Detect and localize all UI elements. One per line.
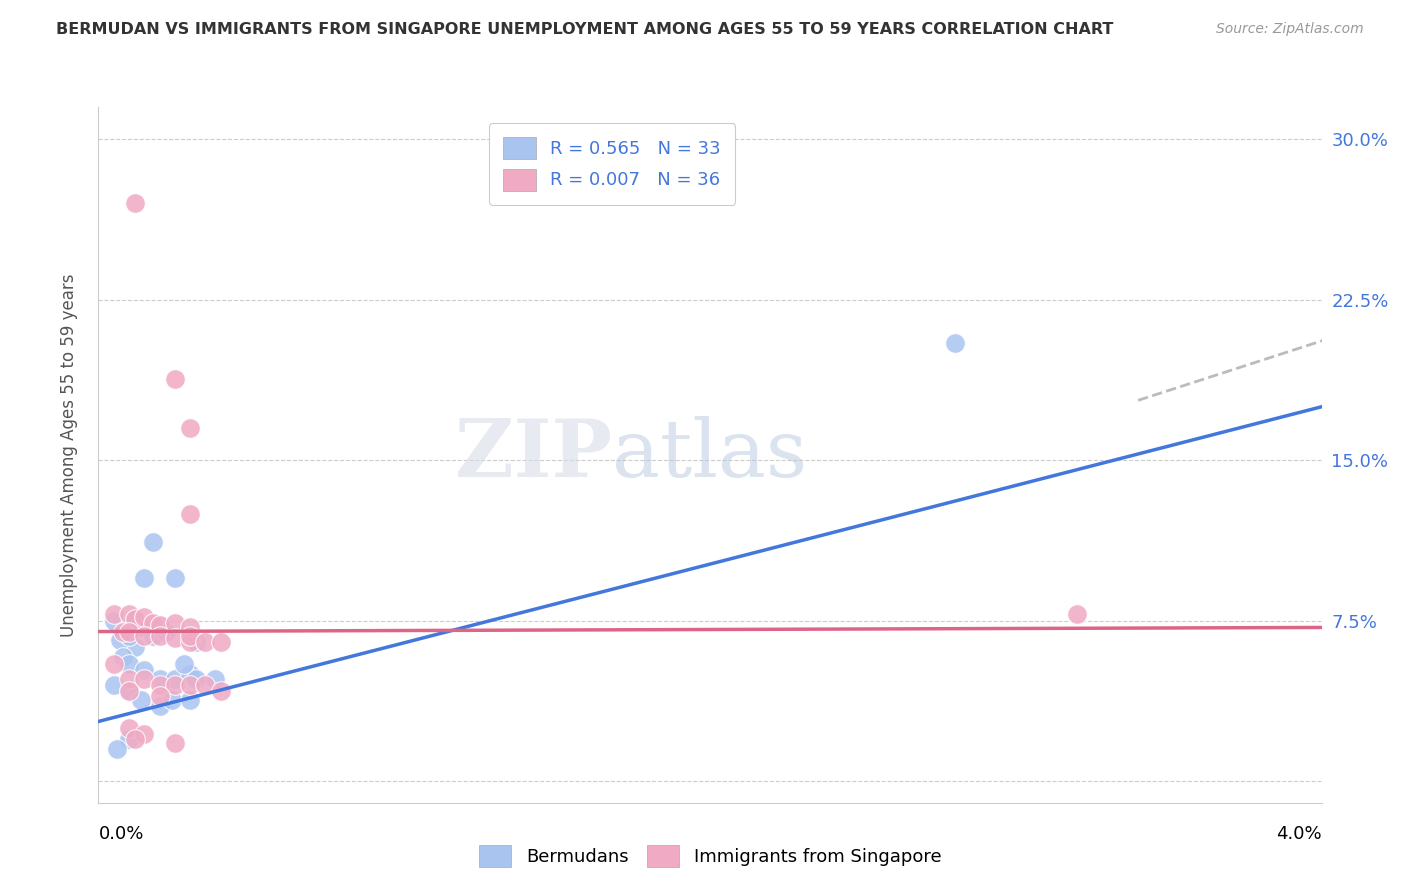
Text: BERMUDAN VS IMMIGRANTS FROM SINGAPORE UNEMPLOYMENT AMONG AGES 55 TO 59 YEARS COR: BERMUDAN VS IMMIGRANTS FROM SINGAPORE UN… (56, 22, 1114, 37)
Point (111, 624, 134, 639)
Point (163, 631, 186, 645)
Point (149, 678, 172, 692)
Point (142, 534, 165, 549)
Point (118, 624, 141, 639)
Point (118, 672, 141, 686)
Point (134, 609, 156, 624)
Point (103, 607, 125, 622)
Point (118, 657, 141, 671)
Point (124, 731, 146, 746)
Point (155, 624, 177, 639)
Point (209, 635, 232, 649)
Point (103, 657, 125, 671)
Point (134, 663, 156, 677)
Point (118, 731, 141, 746)
Point (179, 629, 201, 643)
Text: ZIP: ZIP (456, 416, 612, 494)
Point (163, 615, 186, 630)
Point (179, 626, 201, 640)
Point (163, 672, 186, 686)
Point (173, 657, 195, 671)
Point (186, 672, 208, 686)
Point (108, 633, 131, 648)
Point (134, 672, 156, 686)
Point (149, 699, 172, 714)
Text: 0.0%: 0.0% (98, 825, 143, 843)
Point (179, 693, 201, 707)
Point (209, 684, 232, 698)
Point (134, 571, 156, 585)
Point (163, 571, 186, 585)
Point (129, 620, 152, 634)
Point (124, 640, 146, 654)
Point (179, 678, 201, 692)
Point (149, 629, 172, 643)
Point (118, 721, 141, 735)
Point (149, 672, 172, 686)
Point (194, 635, 217, 649)
Point (118, 629, 141, 643)
Point (179, 667, 201, 681)
Point (179, 635, 201, 649)
Point (129, 693, 152, 707)
Point (149, 620, 172, 634)
Point (124, 612, 146, 626)
Point (163, 678, 186, 692)
Point (160, 693, 183, 707)
Text: 4.0%: 4.0% (1277, 825, 1322, 843)
Point (124, 614, 146, 628)
Point (142, 615, 165, 630)
Point (142, 629, 165, 643)
Point (179, 507, 201, 521)
Point (149, 689, 172, 703)
Point (155, 624, 177, 639)
Point (163, 372, 186, 386)
Point (105, 742, 128, 756)
Point (134, 629, 156, 643)
Point (943, 335, 966, 350)
Point (179, 620, 201, 634)
Point (118, 684, 141, 698)
Point (194, 678, 217, 692)
Text: Source: ZipAtlas.com: Source: ZipAtlas.com (1216, 22, 1364, 37)
Point (118, 684, 141, 698)
Legend: R = 0.565   N = 33, R = 0.007   N = 36: R = 0.565 N = 33, R = 0.007 N = 36 (489, 123, 735, 205)
Legend: Bermudans, Immigrants from Singapore: Bermudans, Immigrants from Singapore (471, 838, 949, 874)
Point (134, 727, 156, 741)
Point (103, 614, 125, 628)
Point (149, 618, 172, 632)
Y-axis label: Unemployment Among Ages 55 to 59 years: Unemployment Among Ages 55 to 59 years (59, 273, 77, 637)
Point (111, 650, 134, 665)
Point (124, 196, 146, 211)
Point (103, 678, 125, 692)
Point (163, 736, 186, 750)
Point (1066, 607, 1088, 622)
Point (179, 421, 201, 435)
Point (204, 672, 226, 686)
Point (186, 635, 208, 649)
Point (118, 607, 141, 622)
Text: atlas: atlas (612, 416, 807, 494)
